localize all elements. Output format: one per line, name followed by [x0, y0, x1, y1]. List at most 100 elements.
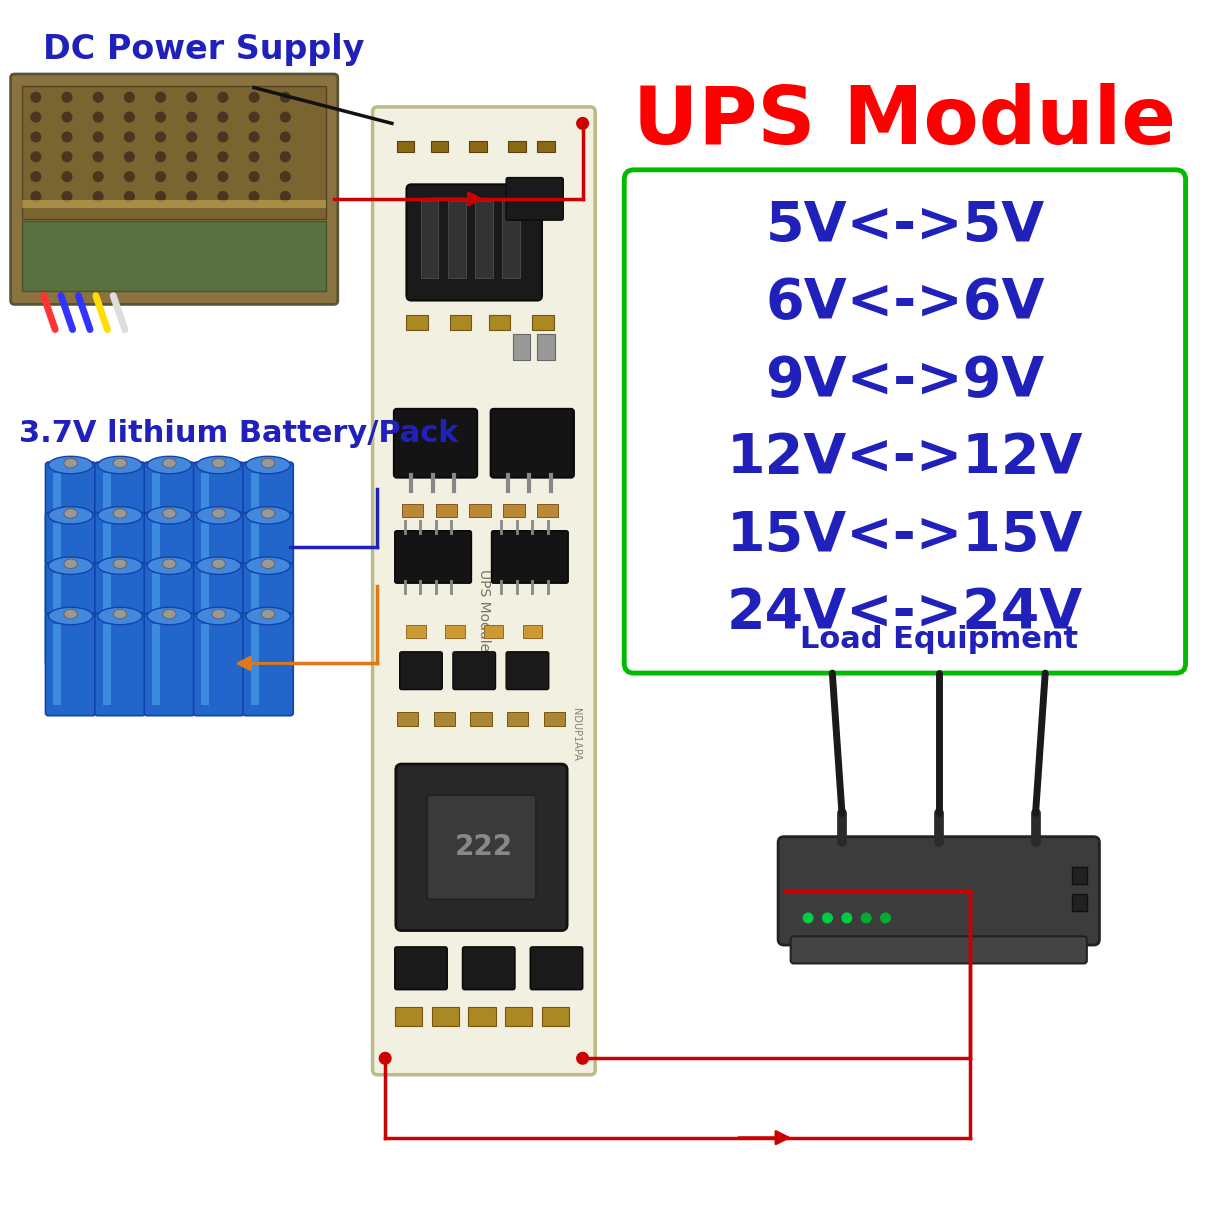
- Circle shape: [187, 171, 197, 181]
- Text: UPS Module: UPS Module: [633, 83, 1177, 160]
- Bar: [537, 504, 558, 517]
- Bar: [407, 625, 426, 638]
- FancyBboxPatch shape: [11, 74, 338, 304]
- Circle shape: [94, 112, 103, 122]
- Bar: [102, 573, 111, 654]
- Circle shape: [379, 1052, 391, 1064]
- Circle shape: [94, 152, 103, 161]
- Bar: [469, 140, 487, 153]
- Circle shape: [249, 112, 259, 122]
- FancyBboxPatch shape: [395, 531, 472, 583]
- Bar: [468, 1007, 495, 1026]
- FancyBboxPatch shape: [144, 563, 195, 665]
- Ellipse shape: [196, 557, 241, 574]
- Circle shape: [281, 112, 290, 122]
- Bar: [431, 140, 448, 153]
- Bar: [53, 623, 62, 705]
- FancyBboxPatch shape: [530, 947, 583, 989]
- Ellipse shape: [113, 559, 127, 569]
- FancyBboxPatch shape: [46, 614, 96, 716]
- Ellipse shape: [97, 557, 142, 574]
- Circle shape: [218, 192, 228, 201]
- Ellipse shape: [246, 506, 291, 524]
- Text: 5V<->5V: 5V<->5V: [765, 200, 1045, 253]
- FancyBboxPatch shape: [46, 563, 96, 665]
- FancyBboxPatch shape: [791, 936, 1087, 963]
- FancyBboxPatch shape: [779, 837, 1099, 945]
- Ellipse shape: [64, 559, 78, 569]
- FancyBboxPatch shape: [46, 462, 96, 564]
- Circle shape: [218, 132, 228, 142]
- Ellipse shape: [147, 456, 192, 474]
- Bar: [102, 473, 111, 554]
- Ellipse shape: [212, 509, 225, 519]
- FancyBboxPatch shape: [426, 795, 536, 899]
- Bar: [102, 524, 111, 605]
- Circle shape: [281, 132, 290, 142]
- Text: DC Power Supply: DC Power Supply: [43, 33, 363, 67]
- Circle shape: [187, 112, 197, 122]
- FancyBboxPatch shape: [395, 947, 447, 989]
- Bar: [201, 524, 209, 605]
- Bar: [503, 504, 525, 517]
- Ellipse shape: [163, 458, 176, 468]
- Ellipse shape: [212, 559, 225, 569]
- Ellipse shape: [147, 557, 192, 574]
- Ellipse shape: [113, 610, 127, 618]
- Circle shape: [124, 171, 134, 181]
- Ellipse shape: [163, 610, 176, 618]
- Bar: [537, 140, 554, 153]
- Bar: [431, 1007, 458, 1026]
- FancyBboxPatch shape: [407, 185, 542, 301]
- Ellipse shape: [261, 559, 275, 569]
- Ellipse shape: [64, 610, 78, 618]
- Ellipse shape: [246, 456, 291, 474]
- Circle shape: [31, 152, 41, 161]
- Text: 24V<->24V: 24V<->24V: [727, 586, 1083, 641]
- Ellipse shape: [64, 458, 78, 468]
- Circle shape: [155, 192, 165, 201]
- Bar: [201, 573, 209, 654]
- Circle shape: [62, 132, 71, 142]
- Bar: [407, 315, 428, 329]
- Bar: [397, 140, 414, 153]
- Bar: [102, 623, 111, 705]
- Circle shape: [249, 92, 259, 102]
- Circle shape: [94, 92, 103, 102]
- Bar: [435, 504, 457, 517]
- Bar: [22, 221, 326, 291]
- Circle shape: [187, 152, 197, 161]
- FancyBboxPatch shape: [243, 462, 293, 564]
- Circle shape: [94, 132, 103, 142]
- Bar: [471, 712, 492, 727]
- Circle shape: [187, 192, 197, 201]
- Circle shape: [249, 152, 259, 161]
- FancyBboxPatch shape: [372, 107, 595, 1074]
- Circle shape: [281, 192, 290, 201]
- FancyBboxPatch shape: [506, 177, 563, 221]
- Bar: [522, 625, 542, 638]
- Circle shape: [155, 152, 165, 161]
- Ellipse shape: [163, 509, 176, 519]
- Circle shape: [803, 913, 813, 923]
- FancyBboxPatch shape: [95, 614, 145, 716]
- Circle shape: [187, 132, 197, 142]
- Bar: [448, 201, 466, 278]
- Circle shape: [62, 171, 71, 181]
- FancyBboxPatch shape: [193, 614, 244, 716]
- Bar: [250, 623, 259, 705]
- Text: 3.7V lithium Battery/Pack: 3.7V lithium Battery/Pack: [20, 419, 458, 447]
- FancyBboxPatch shape: [95, 462, 145, 564]
- FancyBboxPatch shape: [243, 614, 293, 716]
- Bar: [53, 524, 62, 605]
- Circle shape: [823, 913, 833, 923]
- Bar: [469, 504, 490, 517]
- Circle shape: [841, 913, 851, 923]
- Text: NDUP1APA: NDUP1APA: [570, 708, 580, 761]
- FancyBboxPatch shape: [193, 462, 244, 564]
- Circle shape: [577, 1052, 589, 1064]
- FancyBboxPatch shape: [144, 462, 195, 564]
- Circle shape: [881, 913, 891, 923]
- Text: 15V<->15V: 15V<->15V: [727, 509, 1083, 563]
- Circle shape: [249, 192, 259, 201]
